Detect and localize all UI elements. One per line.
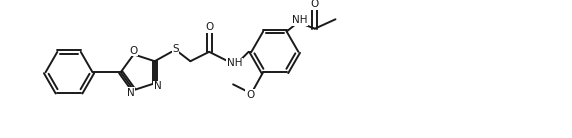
Text: NH: NH — [292, 15, 308, 25]
Text: O: O — [205, 22, 213, 32]
Text: S: S — [172, 44, 178, 54]
Text: O: O — [311, 0, 319, 9]
Text: N: N — [127, 88, 135, 98]
Text: O: O — [246, 90, 254, 100]
Text: N: N — [154, 81, 161, 91]
Text: NH: NH — [227, 58, 243, 68]
Text: O: O — [130, 46, 138, 56]
